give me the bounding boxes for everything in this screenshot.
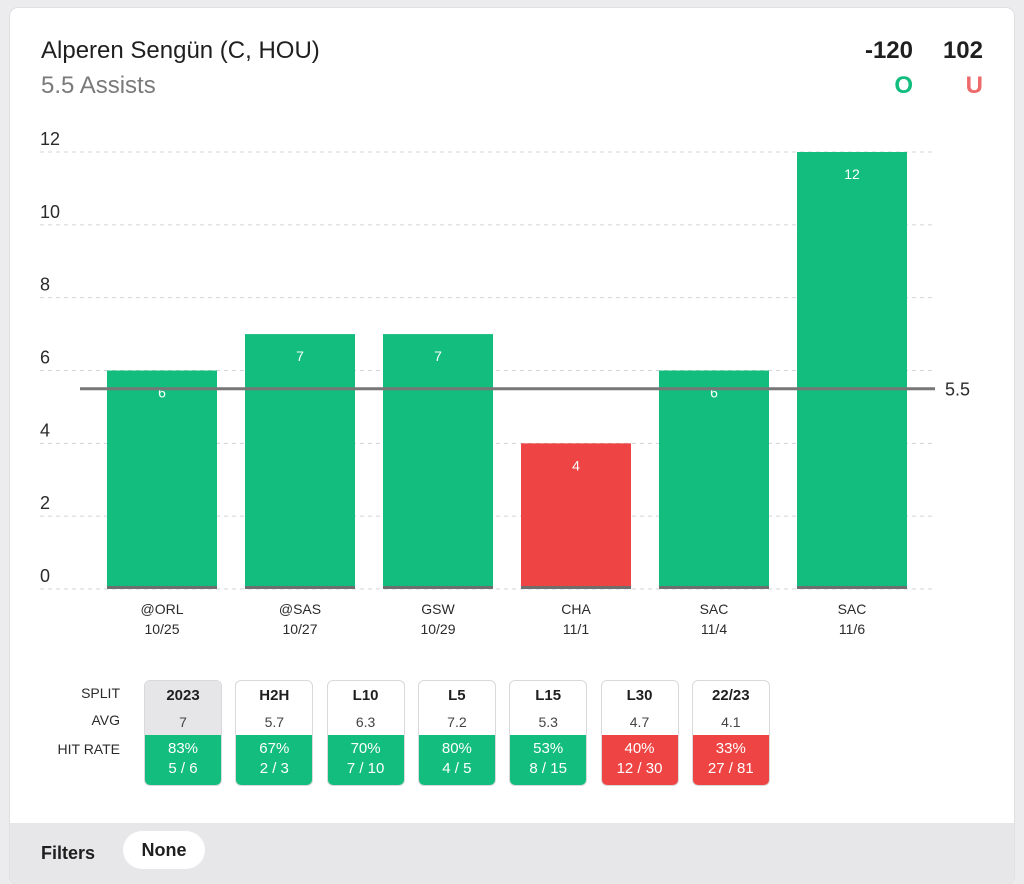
- bar-base: [107, 586, 217, 589]
- split-hit-pct: 70%: [350, 740, 381, 757]
- y-tick-label: 0: [40, 566, 50, 586]
- split-card[interactable]: L5 7.2 80% 4 / 5: [417, 680, 496, 786]
- bar-value-label: 6: [158, 385, 166, 401]
- split-hit-pct: 53%: [533, 740, 564, 757]
- split-hit-pct: 40%: [624, 740, 655, 757]
- x-date-label: 11/1: [563, 621, 589, 637]
- bar-base: [521, 586, 631, 589]
- avg-row-label: AVG: [91, 712, 120, 728]
- split-hit-ratio: 12 / 30: [616, 760, 663, 777]
- bar: [797, 152, 907, 589]
- split-name: L30: [626, 687, 653, 704]
- split-hit-ratio: 27 / 81: [707, 760, 754, 777]
- under-odds[interactable]: 102: [942, 37, 983, 64]
- split-hit-ratio: 5 / 6: [168, 760, 198, 777]
- x-date-label: 11/4: [701, 621, 727, 637]
- bar-value-label: 4: [572, 457, 580, 473]
- x-date-label: 10/27: [282, 621, 317, 637]
- split-hit-rate: 70% 7 / 10: [327, 735, 404, 785]
- split-name: L10: [352, 687, 379, 704]
- split-card[interactable]: H2H 5.7 67% 2 / 3: [235, 680, 314, 786]
- split-card[interactable]: L30 4.7 40% 12 / 30: [600, 680, 679, 786]
- split-name: 2023: [145, 681, 221, 711]
- split-hit-pct: 83%: [167, 740, 199, 757]
- split-hit-pct: 67%: [259, 740, 290, 757]
- split-avg: 5.3: [538, 714, 558, 730]
- split-card[interactable]: L10 6.3 70% 7 / 10: [326, 680, 405, 786]
- split-hit-ratio: 8 / 15: [529, 760, 567, 777]
- split-avg: 4.7: [629, 714, 650, 730]
- y-tick-label: 10: [40, 202, 60, 222]
- split-hit-ratio: 4 / 5: [442, 760, 472, 777]
- y-tick-label: 12: [40, 129, 60, 149]
- filters-label: Filters: [41, 843, 96, 863]
- filter-none-pill[interactable]: None: [123, 831, 205, 869]
- x-category-label: SAC: [838, 601, 867, 617]
- over-odds[interactable]: -120: [864, 37, 913, 64]
- split-hit-pct: 33%: [715, 740, 746, 757]
- y-tick-label: 8: [40, 275, 50, 295]
- split-row-label: SPLIT: [81, 685, 120, 701]
- x-date-label: 11/6: [839, 621, 865, 637]
- split-card[interactable]: 22/23 4.1 33% 27 / 81: [691, 680, 770, 786]
- prop-line-label: 5.5: [945, 380, 970, 400]
- split-hit-rate: 80% 4 / 5: [418, 735, 495, 785]
- bar-value-label: 6: [710, 385, 718, 401]
- split-name: H2H: [259, 687, 290, 704]
- x-date-label: 10/29: [420, 621, 455, 637]
- split-avg: 5.7: [264, 714, 285, 730]
- split-name: L15: [535, 687, 562, 704]
- y-tick-label: 4: [40, 420, 50, 440]
- split-card[interactable]: L15 5.3 53% 8 / 15: [509, 680, 588, 786]
- x-category-label: @ORL: [141, 601, 184, 617]
- bar: [383, 334, 493, 589]
- split-avg: 7: [145, 711, 221, 737]
- prop-line-label: 5.5 Assists: [41, 72, 156, 99]
- x-category-label: CHA: [561, 601, 591, 617]
- x-date-label: 10/25: [144, 621, 179, 637]
- split-hit-rate: 53% 8 / 15: [510, 735, 587, 785]
- bar-value-label: 12: [844, 166, 860, 182]
- x-category-label: @SAS: [279, 601, 321, 617]
- split-avg: 4.1: [721, 714, 741, 730]
- under-label[interactable]: U: [965, 72, 983, 99]
- split-hit-rate: 40% 12 / 30: [601, 735, 678, 785]
- player-name: Alperen Sengün (C, HOU): [41, 37, 320, 64]
- split-hit-rate: 83% 5 / 6: [145, 735, 221, 785]
- x-category-label: SAC: [700, 601, 729, 617]
- y-tick-label: 6: [40, 348, 50, 368]
- split-card[interactable]: 2023 7 83% 5 / 6: [144, 680, 222, 786]
- split-hit-pct: 80%: [441, 740, 472, 757]
- filters-bar: Filters None: [10, 823, 1014, 884]
- bar-base: [383, 586, 493, 589]
- split-hit-ratio: 2 / 3: [259, 760, 289, 777]
- bar-base: [659, 586, 769, 589]
- bar-base: [245, 586, 355, 589]
- split-name: L5: [448, 687, 466, 704]
- split-hit-rate: 33% 27 / 81: [692, 735, 769, 785]
- split-avg: 6.3: [355, 714, 376, 730]
- over-label[interactable]: O: [894, 72, 913, 99]
- bar: [659, 370, 769, 589]
- split-name: 22/23: [712, 687, 750, 704]
- split-avg: 7.2: [447, 714, 467, 730]
- bar-base: [797, 586, 907, 589]
- bar: [107, 370, 217, 589]
- split-hit-ratio: 7 / 10: [346, 760, 385, 777]
- bar: [245, 334, 355, 589]
- bar-value-label: 7: [434, 348, 442, 364]
- x-category-label: GSW: [421, 601, 455, 617]
- assists-bar-chart: 0 2 4 6 8 10 12 6 @ORL 10/25 7 @SAS 10/27 7 GSW 10/29 4 C…: [40, 129, 970, 637]
- split-hit-rate: 67% 2 / 3: [236, 735, 313, 785]
- prop-card: Alperen Sengün (C, HOU) 5.5 Assists -120…: [10, 8, 1014, 884]
- hit-rate-row-label: HIT RATE: [57, 741, 121, 757]
- y-tick-label: 2: [40, 493, 50, 513]
- bar-value-label: 7: [296, 348, 304, 364]
- bar: [521, 443, 631, 589]
